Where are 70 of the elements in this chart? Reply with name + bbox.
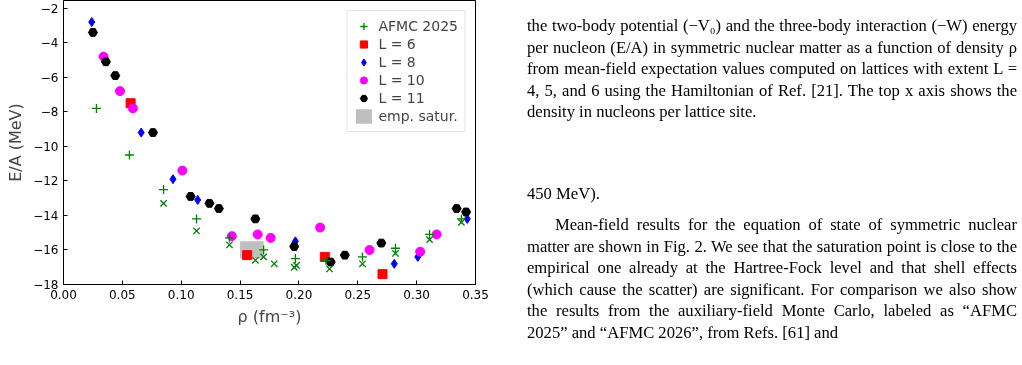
point — [100, 57, 111, 67]
point — [213, 204, 224, 213]
point — [339, 250, 350, 260]
point — [457, 218, 466, 227]
x-tick-label: 0.25 — [344, 287, 372, 302]
legend-label: AFMC 2025 — [378, 17, 458, 35]
point — [124, 149, 135, 161]
point — [252, 229, 263, 240]
point — [258, 244, 269, 256]
point — [250, 214, 261, 224]
x-tick-label: 0.10 — [167, 287, 195, 302]
point — [251, 256, 260, 265]
x-tick-label: 0.15 — [226, 287, 254, 302]
x-tick-label: 0.20 — [285, 287, 313, 302]
point — [364, 244, 375, 255]
legend-label: emp. satur. — [378, 107, 458, 125]
point — [391, 249, 400, 258]
y-axis-title: E/A (MeV) — [6, 103, 26, 182]
point — [87, 28, 98, 37]
point — [265, 232, 276, 243]
y-tick-label: −16 — [33, 243, 59, 258]
point — [88, 17, 96, 28]
point — [461, 207, 472, 217]
legend-label: L = 10 — [378, 71, 425, 89]
point — [225, 240, 234, 249]
legend-label: L = 8 — [378, 53, 416, 71]
text: Mean-field results for the equation of state of symmetric nuclear matter are shown in Fig. 2. We see that the saturation point is close to the empirical one already at the Hartree-Fock level and that shell effects (which cause the scatter) are significant. For comparison we also show the results from the auxiliary-field Monte Carlo, labeled as “AFMC 2025” and “AFMC 2026”, from Refs. [61] and — [527, 214, 1017, 343]
point — [425, 235, 434, 244]
point — [194, 194, 202, 205]
point — [185, 192, 196, 201]
point — [320, 255, 332, 266]
text: 450 MeV). — [527, 182, 601, 204]
point — [177, 165, 188, 176]
y-tick-label: −12 — [33, 174, 59, 189]
point — [115, 86, 125, 97]
point — [137, 127, 145, 138]
x-tick-label: 0.05 — [109, 287, 136, 302]
point — [451, 204, 462, 213]
y-tick-label: −2 — [40, 1, 59, 16]
legend-label: L = 11 — [378, 89, 425, 107]
point — [127, 103, 138, 114]
point — [390, 258, 398, 269]
point — [159, 199, 168, 208]
point — [289, 242, 300, 251]
point — [191, 213, 202, 225]
x-tick-label: 0.35 — [462, 287, 489, 302]
y-tick-label: −14 — [33, 208, 59, 223]
y-tick-label: −10 — [33, 139, 59, 154]
y-tick-label: −4 — [40, 36, 59, 51]
point — [270, 259, 279, 268]
point — [110, 71, 121, 80]
x-axis-title: ρ (fm⁻³) — [237, 306, 302, 326]
point — [431, 229, 442, 240]
point — [192, 227, 201, 235]
point — [358, 259, 367, 268]
text: the two-body potential (−V₀) and the three-body interaction (−W) energy per nucleon (E/A) in symmetric nuclear matter as a function of density ρ from mean-field expectation values computed on lattices with extent L = 4, 5, and 6 using the Hamiltonian of Ref. [21]. The top x axis shows the density in nucleons per lattice site. — [527, 15, 1017, 123]
point — [147, 128, 158, 137]
legend-label: L = 6 — [378, 35, 416, 53]
point — [259, 253, 268, 261]
point — [325, 265, 334, 273]
y-tick-label: −6 — [40, 70, 59, 85]
point — [415, 246, 426, 257]
x-tick-label: 0.30 — [403, 287, 430, 302]
y-tick-label: −8 — [40, 105, 59, 120]
point — [315, 222, 326, 233]
point — [376, 238, 387, 248]
point — [204, 198, 215, 208]
point — [357, 251, 368, 263]
point — [169, 174, 177, 185]
point — [377, 269, 388, 280]
